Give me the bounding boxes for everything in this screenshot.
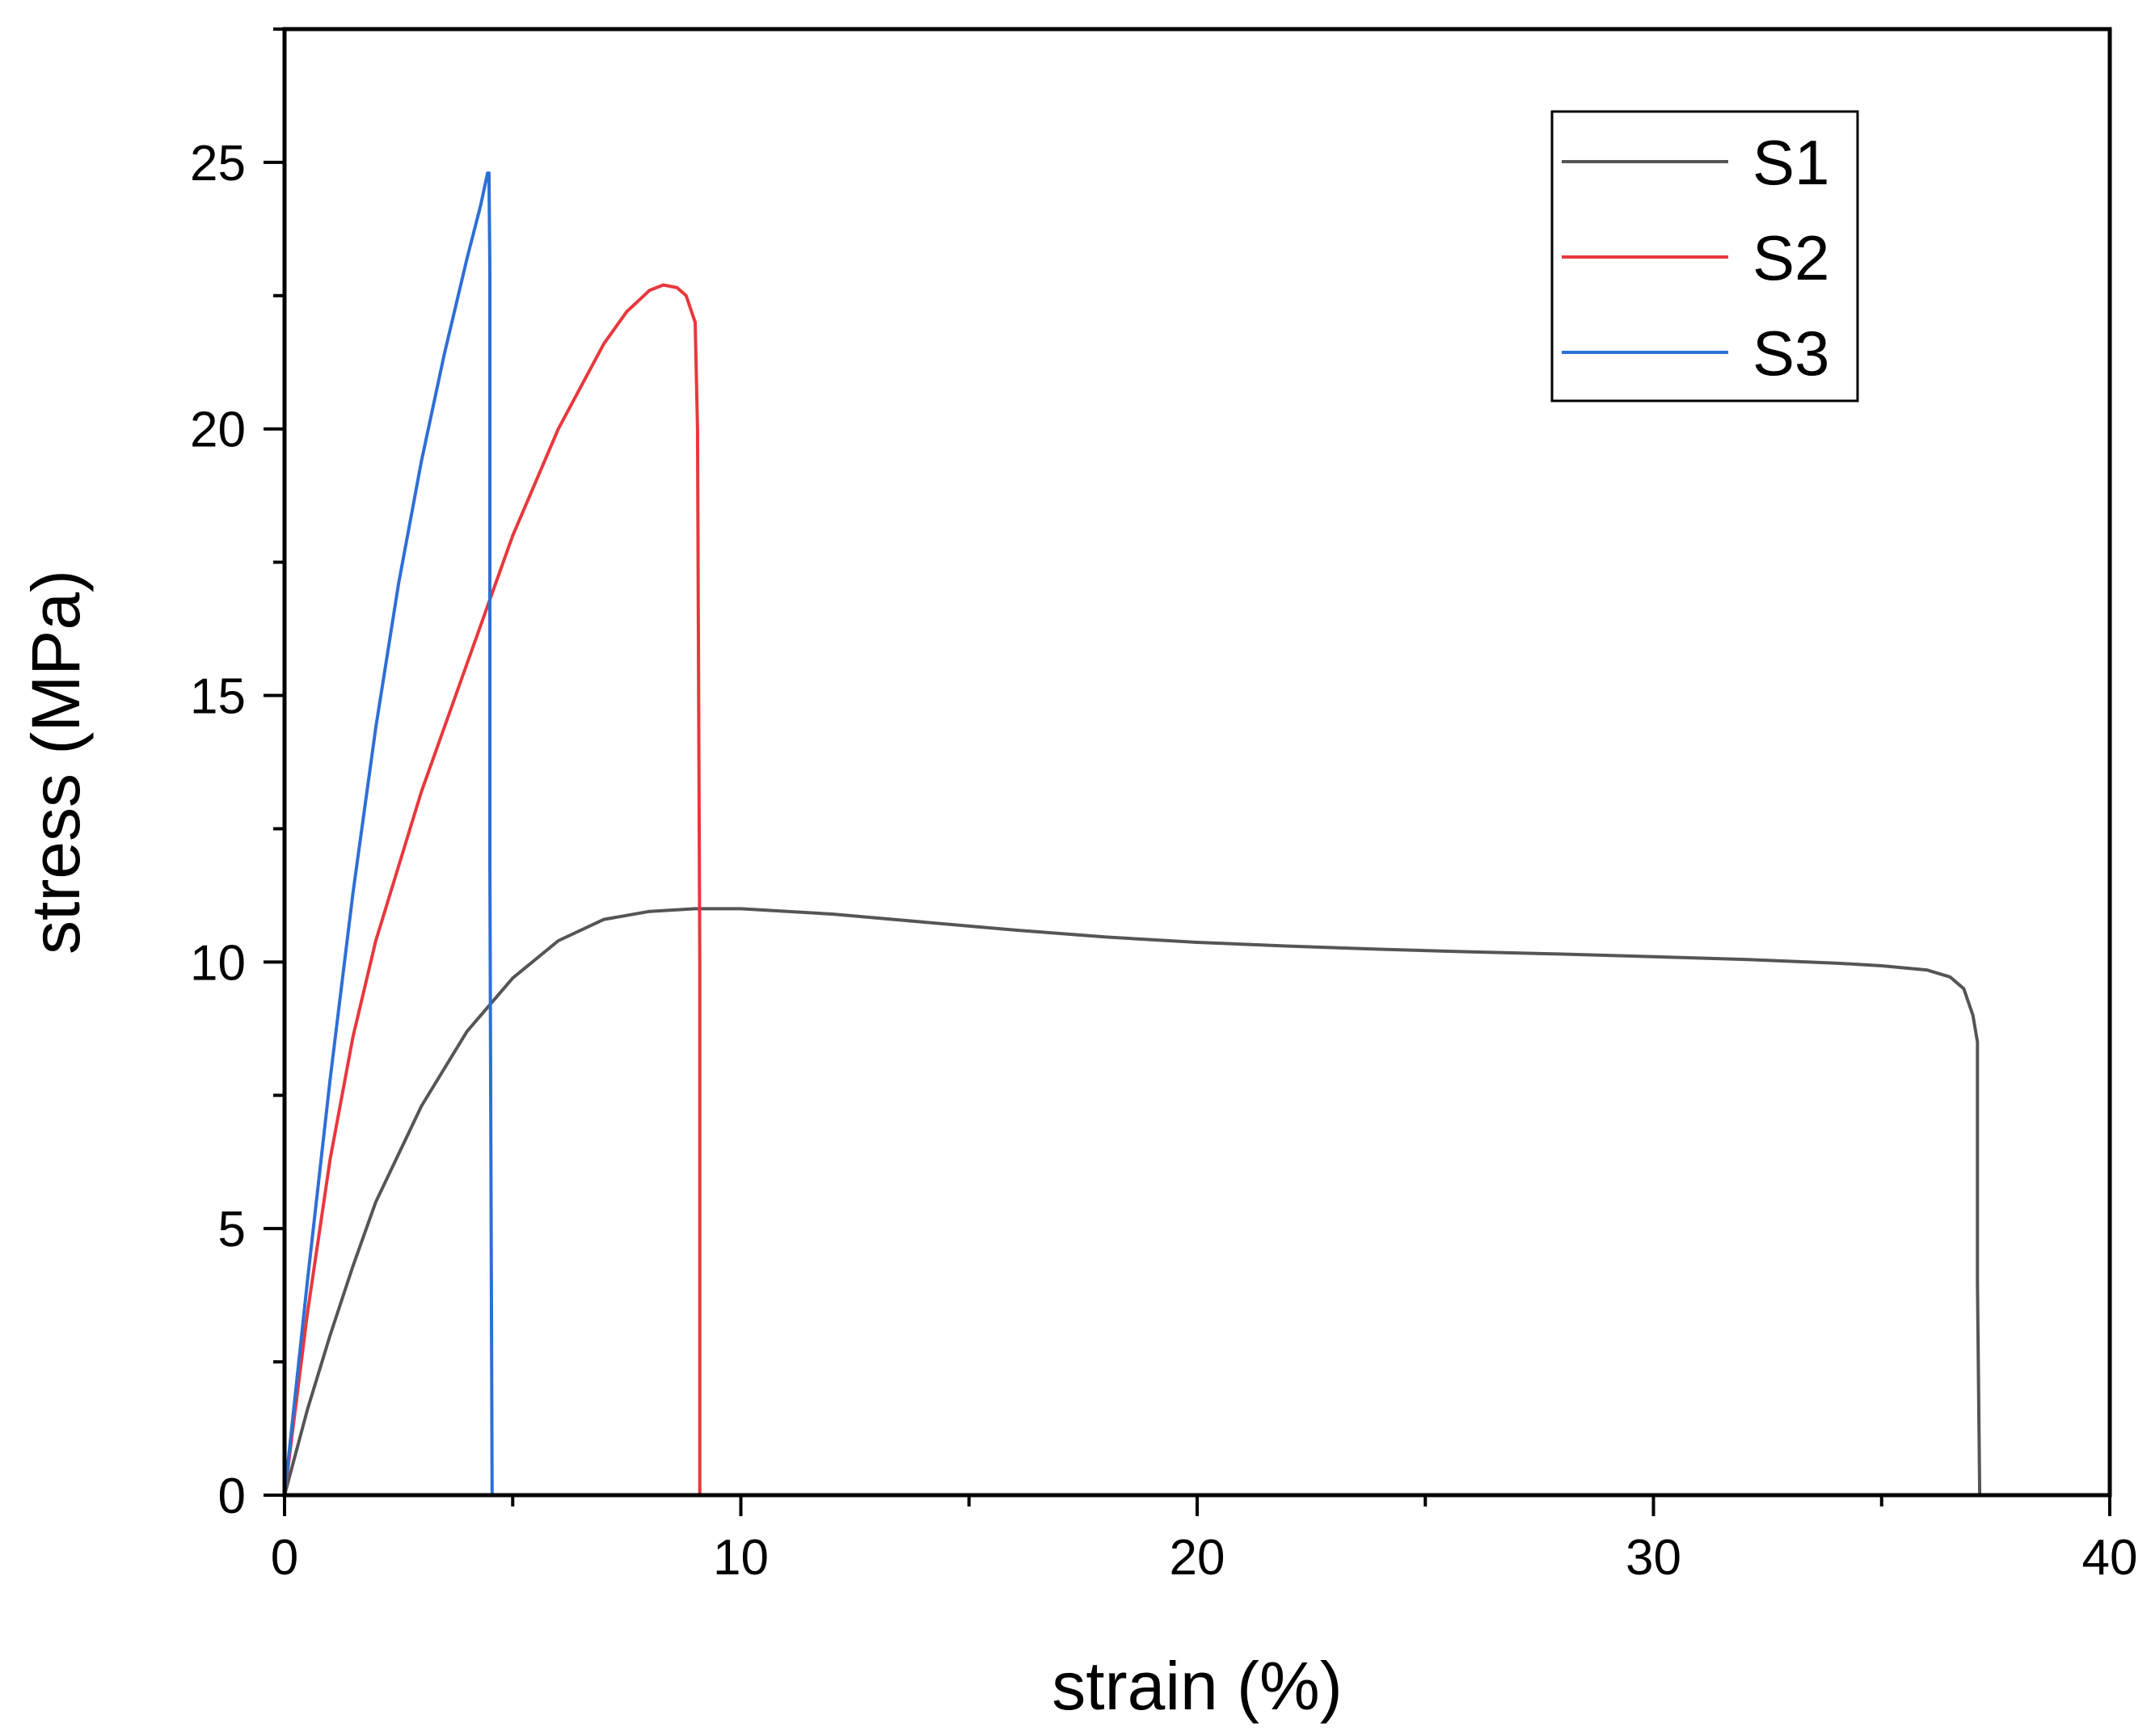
- x-axis-title: strain (%): [1052, 1648, 1342, 1724]
- y-tick-labels: 0 5 10 15 20 25: [190, 136, 246, 1524]
- series-layer: [283, 171, 1982, 1496]
- legend: S1 S2 S3: [1550, 110, 1859, 402]
- x-tick-label: 0: [271, 1530, 298, 1586]
- x-tick-label: 30: [1626, 1530, 1681, 1586]
- series-line-s3: [283, 171, 494, 1496]
- x-tick-labels: 0 10 20 30 40: [271, 1530, 2138, 1586]
- y-tick-label: 5: [218, 1202, 246, 1258]
- x-tick-label: 10: [713, 1530, 769, 1586]
- series-line-s1: [283, 907, 1982, 1496]
- x-tick-label: 40: [2082, 1530, 2138, 1586]
- legend-label-s2: S2: [1752, 222, 1829, 293]
- y-axis-title: stress (MPa): [18, 570, 94, 954]
- y-tick-label: 0: [218, 1468, 246, 1524]
- series-line-s2: [283, 283, 702, 1496]
- plot-frame: [282, 27, 2112, 1498]
- y-tick-label: 25: [190, 136, 246, 192]
- legend-label-s1: S1: [1752, 127, 1829, 198]
- y-tick-label: 20: [190, 402, 246, 458]
- x-tick-label: 20: [1170, 1530, 1225, 1586]
- y-tick-label: 10: [190, 935, 246, 991]
- legend-label-s3: S3: [1752, 318, 1829, 389]
- y-tick-label: 15: [190, 669, 246, 725]
